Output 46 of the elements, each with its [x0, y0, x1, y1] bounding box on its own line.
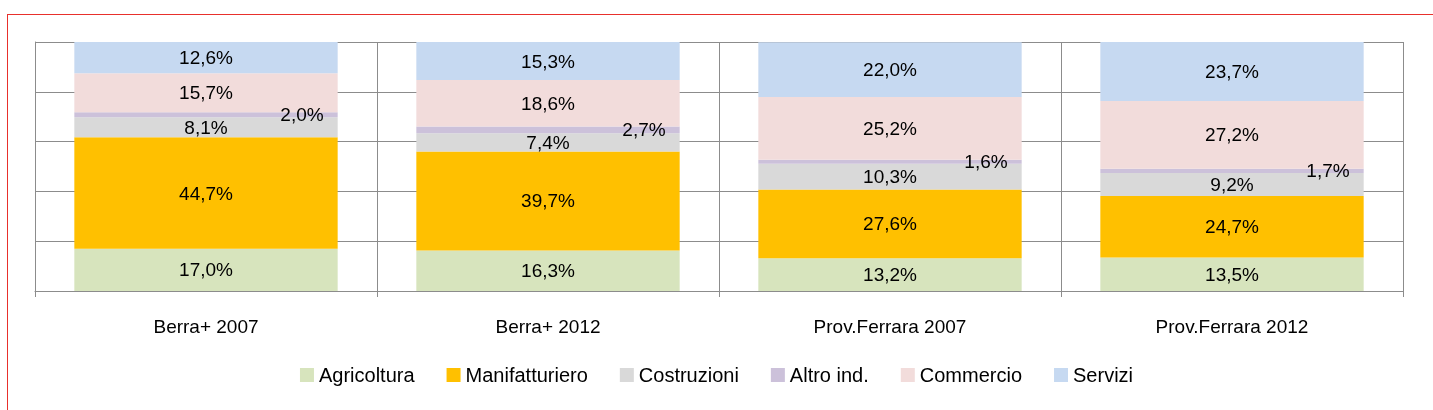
bar	[758, 42, 1022, 98]
data-label: 13,5%	[1205, 263, 1260, 285]
x-tick-label: Prov.Ferrara 2012	[1155, 316, 1309, 337]
bar	[1100, 195, 1364, 258]
bar	[74, 137, 338, 249]
bar	[416, 250, 680, 291]
data-label: 24,7%	[1205, 216, 1260, 238]
x-tick-label: Berra+ 2012	[495, 316, 601, 337]
data-label: 12,6%	[179, 47, 234, 69]
bar	[758, 258, 1022, 291]
bar	[416, 151, 680, 251]
bar	[758, 189, 1022, 259]
data-label: 15,7%	[179, 82, 234, 104]
data-label: 17,0%	[179, 259, 234, 281]
data-label: 9,2%	[1210, 173, 1254, 195]
bar	[1100, 42, 1364, 102]
data-label: 39,7%	[521, 190, 576, 212]
data-label: 27,6%	[863, 213, 918, 235]
data-label: 44,7%	[179, 182, 234, 204]
data-label: 2,0%	[280, 104, 324, 126]
legend-label: Altro ind.	[789, 364, 869, 386]
data-label: 15,3%	[521, 50, 576, 72]
data-label: 1,6%	[964, 151, 1008, 173]
bar	[74, 42, 338, 74]
legend-label: Commercio	[919, 364, 1023, 386]
data-label: 25,2%	[863, 117, 918, 139]
data-label: 22,0%	[863, 59, 918, 81]
legend-label: Costruzioni	[638, 364, 739, 386]
data-label: 16,3%	[521, 260, 576, 282]
bar	[416, 42, 680, 81]
data-label: 27,2%	[1205, 124, 1260, 146]
legend-label: Agricoltura	[318, 364, 416, 386]
data-label: 23,7%	[1205, 61, 1260, 83]
data-label: 10,3%	[863, 166, 918, 188]
legend-label: Servizi	[1073, 364, 1134, 386]
data-label: 13,2%	[863, 264, 918, 286]
data-label: 2,7%	[622, 119, 666, 141]
data-label: 18,6%	[521, 92, 576, 114]
data-label: 1,7%	[1306, 160, 1350, 182]
legend-label: Manifatturiero	[465, 364, 588, 386]
x-tick-label: Prov.Ferrara 2007	[813, 316, 967, 337]
data-label: 8,1%	[184, 116, 228, 138]
data-label: 7,4%	[526, 131, 570, 153]
bar	[74, 248, 338, 291]
bar	[1100, 257, 1364, 291]
x-tick-label: Berra+ 2007	[153, 316, 259, 337]
